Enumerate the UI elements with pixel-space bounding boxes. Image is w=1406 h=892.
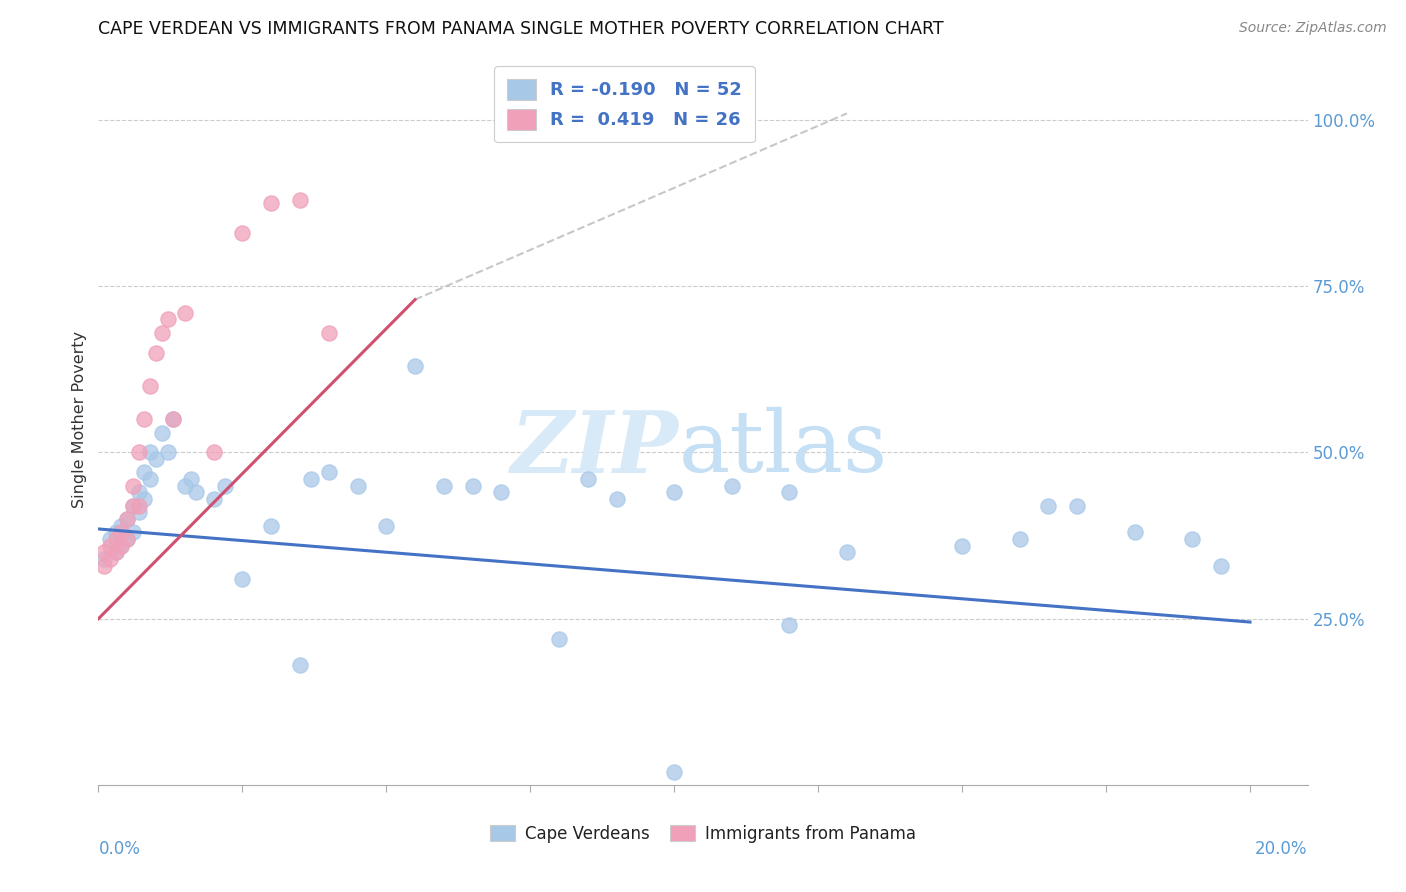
- Point: [93, 552, 115, 566]
- Legend: Cape Verdeans, Immigrants from Panama: Cape Verdeans, Immigrants from Panama: [484, 819, 922, 850]
- Point: [134, 491, 156, 506]
- Point: [231, 226, 253, 240]
- Point: [139, 472, 162, 486]
- Point: [139, 379, 162, 393]
- Point: [98, 532, 121, 546]
- Text: Source: ZipAtlas.com: Source: ZipAtlas.com: [1239, 21, 1386, 36]
- Point: [122, 525, 145, 540]
- Point: [461, 479, 484, 493]
- Point: [1008, 532, 1031, 546]
- Point: [134, 412, 156, 426]
- Text: atlas: atlas: [679, 407, 889, 490]
- Point: [301, 472, 323, 486]
- Point: [491, 485, 513, 500]
- Point: [104, 532, 127, 546]
- Point: [115, 532, 138, 546]
- Point: [110, 525, 132, 540]
- Point: [110, 539, 132, 553]
- Point: [145, 452, 167, 467]
- Point: [664, 485, 686, 500]
- Text: CAPE VERDEAN VS IMMIGRANTS FROM PANAMA SINGLE MOTHER POVERTY CORRELATION CHART: CAPE VERDEAN VS IMMIGRANTS FROM PANAMA S…: [98, 21, 943, 38]
- Point: [150, 425, 173, 440]
- Point: [122, 499, 145, 513]
- Point: [950, 539, 973, 553]
- Point: [122, 499, 145, 513]
- Point: [104, 545, 127, 559]
- Point: [288, 658, 311, 673]
- Point: [1038, 499, 1060, 513]
- Point: [115, 532, 138, 546]
- Point: [150, 326, 173, 340]
- Point: [186, 485, 208, 500]
- Point: [162, 412, 184, 426]
- Point: [318, 326, 340, 340]
- Point: [318, 466, 340, 480]
- Point: [180, 472, 202, 486]
- Point: [128, 505, 150, 519]
- Point: [173, 306, 195, 320]
- Point: [93, 558, 115, 573]
- Point: [104, 545, 127, 559]
- Point: [231, 572, 253, 586]
- Point: [134, 466, 156, 480]
- Point: [548, 632, 571, 646]
- Point: [122, 479, 145, 493]
- Point: [433, 479, 456, 493]
- Point: [288, 193, 311, 207]
- Point: [1181, 532, 1204, 546]
- Point: [156, 445, 179, 459]
- Point: [214, 479, 236, 493]
- Point: [1123, 525, 1146, 540]
- Point: [576, 472, 599, 486]
- Point: [778, 485, 800, 500]
- Point: [346, 479, 368, 493]
- Point: [115, 512, 138, 526]
- Point: [110, 539, 132, 553]
- Point: [720, 479, 742, 493]
- Point: [93, 545, 115, 559]
- Text: 0.0%: 0.0%: [98, 840, 141, 858]
- Point: [664, 764, 686, 779]
- Point: [98, 552, 121, 566]
- Point: [145, 345, 167, 359]
- Point: [162, 412, 184, 426]
- Point: [156, 312, 179, 326]
- Text: ZIP: ZIP: [510, 407, 679, 491]
- Point: [1066, 499, 1088, 513]
- Point: [260, 518, 283, 533]
- Point: [778, 618, 800, 632]
- Point: [128, 499, 150, 513]
- Point: [202, 445, 225, 459]
- Point: [202, 491, 225, 506]
- Point: [606, 491, 628, 506]
- Point: [139, 445, 162, 459]
- Point: [1211, 558, 1233, 573]
- Y-axis label: Single Mother Poverty: Single Mother Poverty: [72, 331, 87, 508]
- Point: [128, 445, 150, 459]
- Point: [115, 512, 138, 526]
- Point: [260, 196, 283, 211]
- Point: [375, 518, 398, 533]
- Point: [173, 479, 195, 493]
- Point: [404, 359, 426, 373]
- Point: [835, 545, 858, 559]
- Point: [110, 518, 132, 533]
- Point: [128, 485, 150, 500]
- Point: [98, 539, 121, 553]
- Text: 20.0%: 20.0%: [1256, 840, 1308, 858]
- Point: [104, 525, 127, 540]
